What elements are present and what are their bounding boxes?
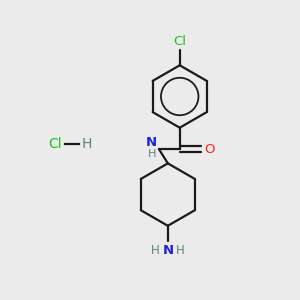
Text: H: H bbox=[151, 244, 160, 256]
Text: N: N bbox=[146, 136, 157, 148]
Text: Cl: Cl bbox=[173, 35, 186, 48]
Text: Cl: Cl bbox=[48, 137, 62, 151]
Text: H: H bbox=[176, 244, 185, 256]
Text: H: H bbox=[148, 148, 157, 158]
Text: H: H bbox=[82, 137, 92, 151]
Text: N: N bbox=[162, 244, 173, 256]
Text: O: O bbox=[205, 142, 215, 156]
